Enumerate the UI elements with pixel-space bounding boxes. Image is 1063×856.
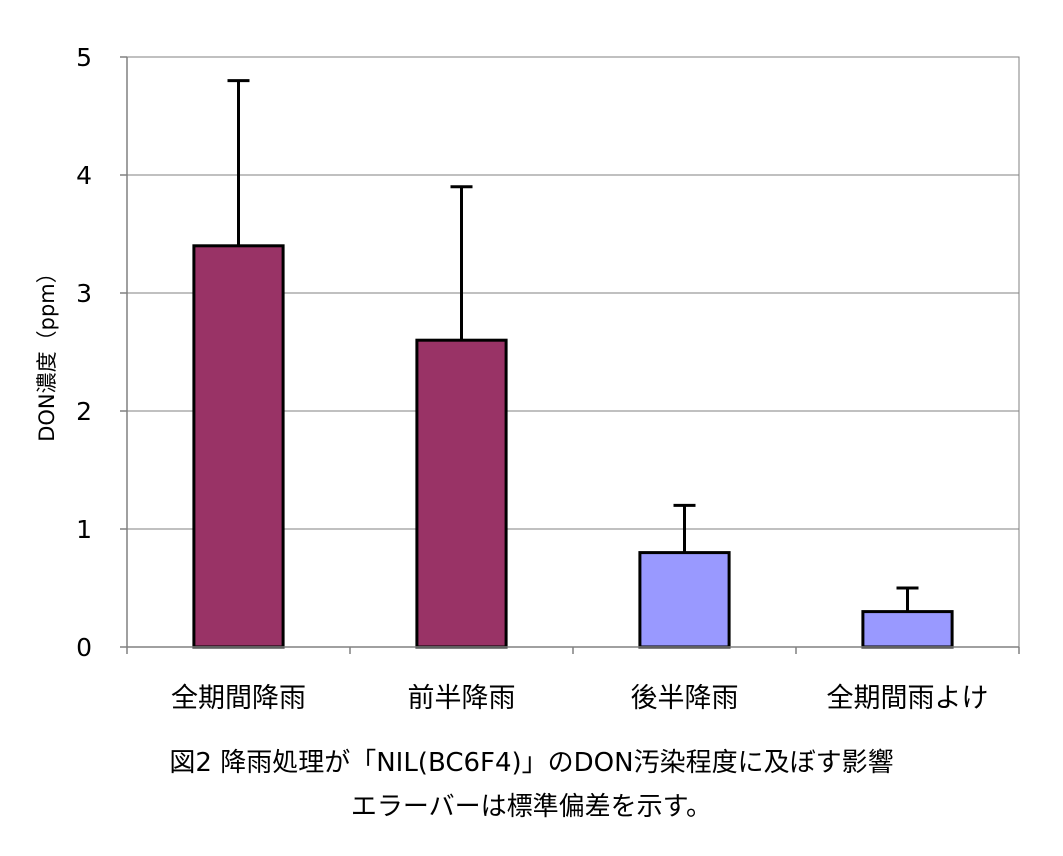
y-tick-labels: 0 1 2 3 4 5: [76, 43, 127, 662]
x-tick-labels: 全期間降雨 前半降雨 後半降雨 全期間雨よけ: [126, 647, 1020, 714]
y-tick-label: 0: [76, 633, 92, 662]
bar: [861, 610, 954, 649]
figure-caption-line-2: エラーバーは標準偏差を示す。: [350, 792, 713, 822]
y-tick-label: 4: [76, 161, 92, 190]
x-tick-label: 前半降雨: [408, 683, 516, 714]
x-tick-label: 全期間降雨: [171, 683, 306, 714]
y-axis-label: DON濃度（ppm）: [35, 262, 59, 442]
y-tick-label: 5: [76, 43, 92, 72]
error-bars: [227, 79, 919, 612]
bar-chart: 0 1 2 3 4 5 全期間降雨 前半降雨 後半降雨 全期間雨よけ DON濃度（ppm）: [35, 43, 1020, 714]
bar: [192, 244, 285, 649]
y-tick-label: 3: [76, 279, 92, 308]
y-tick-label: 2: [76, 397, 92, 426]
bar: [415, 338, 508, 649]
figure-caption-line-1: 図2 降雨処理が「NIL(BC6F4)」のDON汚染程度に及ぼす影響: [169, 748, 894, 778]
x-tick-label: 全期間雨よけ: [827, 683, 989, 714]
y-tick-label: 1: [76, 515, 92, 544]
x-tick-label: 後半降雨: [631, 683, 739, 714]
bar: [638, 551, 731, 649]
